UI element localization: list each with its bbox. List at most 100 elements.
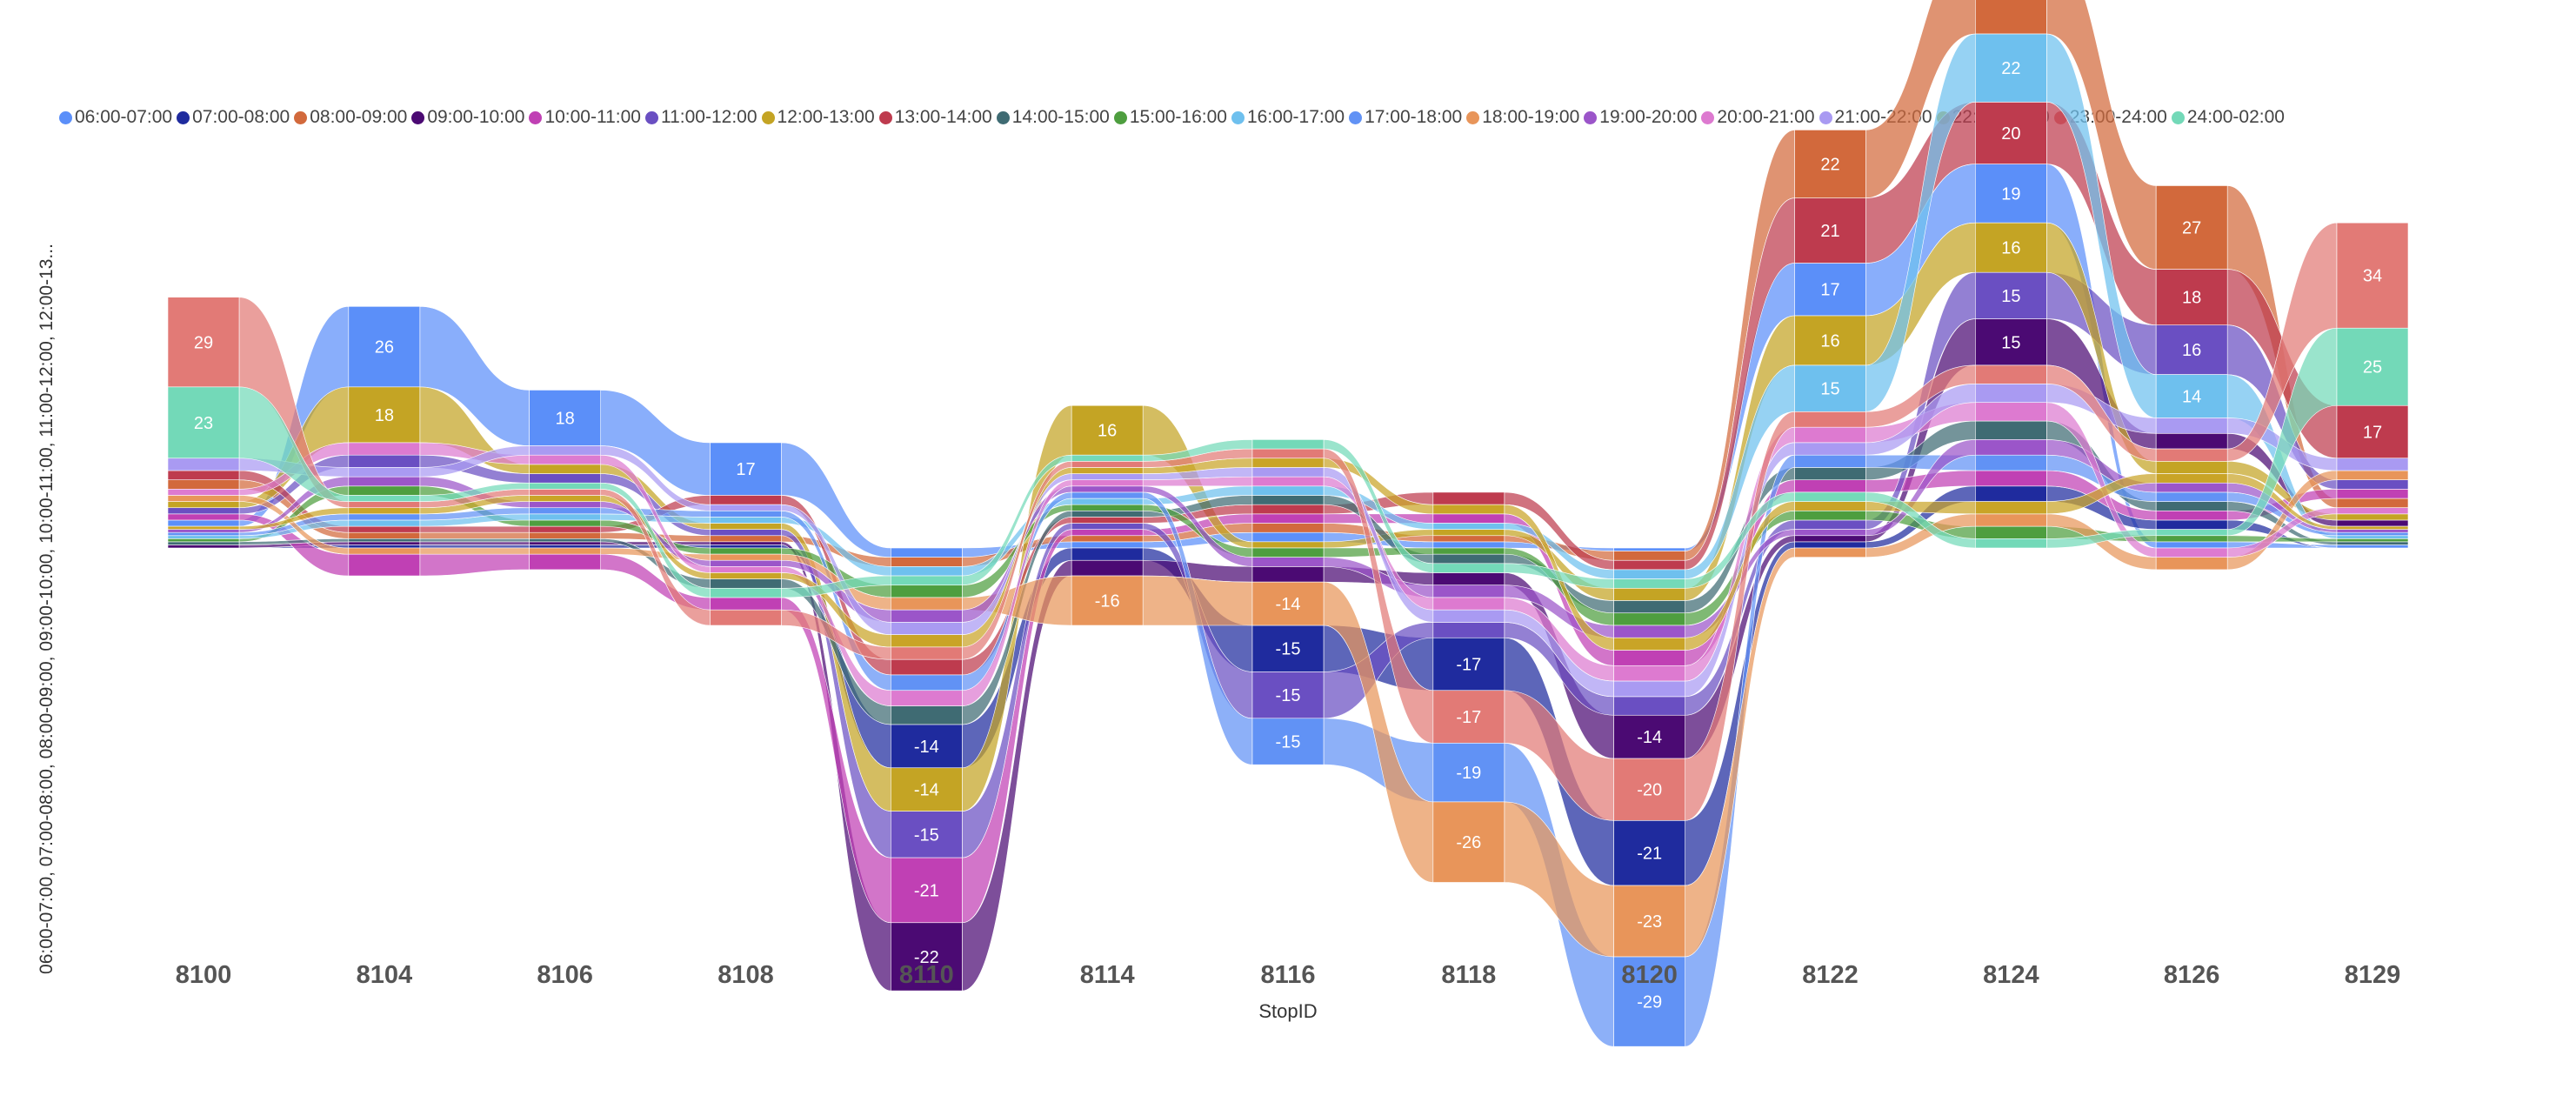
bar-8116-21:00-22:00[interactable] xyxy=(1251,467,1325,478)
bar-8106-08:00-09:00[interactable] xyxy=(529,531,601,539)
bar-8118-22:00-23:00[interactable] xyxy=(1432,504,1505,515)
bar-8118-13:00-14:00[interactable] xyxy=(1432,491,1505,505)
bar-8114-14:00-15:00[interactable] xyxy=(1071,510,1144,518)
bar-8120-17:00-18:00[interactable] xyxy=(1613,956,1685,1047)
bar-8108-20:00-21:00[interactable] xyxy=(710,566,782,573)
bar-8126-06:00-07:00[interactable] xyxy=(2155,541,2228,549)
bar-8110-09:00-10:00[interactable] xyxy=(891,922,963,992)
bar-8116-17:00-18:00[interactable] xyxy=(1251,718,1325,765)
bar-8122-12:00-13:00[interactable] xyxy=(1794,315,1866,366)
bar-8120-08:00-09:00[interactable] xyxy=(1613,551,1685,561)
bar-8108-12:00-13:00[interactable] xyxy=(710,523,782,530)
bar-8122-13:00-14:00[interactable] xyxy=(1794,197,1866,264)
bar-8120-11:00-12:00[interactable] xyxy=(1613,696,1685,716)
bar-8106-18:00-19:00[interactable] xyxy=(529,547,601,555)
bar-8100-16:00-17:00[interactable] xyxy=(167,535,240,539)
bar-8116-23:00-24:00[interactable] xyxy=(1251,448,1325,459)
legend-item[interactable]: 20:00-21:00 xyxy=(1701,107,1815,128)
bar-8116-19:00-20:00[interactable] xyxy=(1251,557,1325,567)
bar-8106-12:00-13:00[interactable] xyxy=(529,464,601,474)
bar-8114-08:00-09:00[interactable] xyxy=(1071,535,1144,543)
bar-8104-15:00-16:00[interactable] xyxy=(348,485,421,496)
bar-8100-14:00-15:00[interactable] xyxy=(167,541,240,545)
bar-8118-09:00-10:00[interactable] xyxy=(1432,572,1505,586)
bar-8129-15:00-16:00[interactable] xyxy=(2336,538,2409,543)
bar-8100-21:00-22:00[interactable] xyxy=(167,458,240,471)
bar-8108-17:00-18:00[interactable] xyxy=(710,510,782,518)
bar-8104-24:00-02:00[interactable] xyxy=(348,495,421,502)
bar-8124-16:00-17:00[interactable] xyxy=(1975,33,2047,103)
bar-8118-08:00-09:00[interactable] xyxy=(1432,535,1505,543)
legend-item[interactable]: 09:00-10:00 xyxy=(411,107,524,128)
legend-item[interactable]: 17:00-18:00 xyxy=(1349,107,1462,128)
bar-8104-07:00-08:00[interactable] xyxy=(348,544,421,549)
bar-8106-21:00-22:00[interactable] xyxy=(529,445,601,456)
bar-8106-20:00-21:00[interactable] xyxy=(529,454,601,465)
bar-8124-18:00-19:00[interactable] xyxy=(1975,513,2047,527)
bar-8114-15:00-16:00[interactable] xyxy=(1071,504,1144,511)
bar-8108-15:00-16:00[interactable] xyxy=(710,547,782,555)
bar-8126-15:00-16:00[interactable] xyxy=(2155,535,2228,543)
bar-8126-11:00-12:00[interactable] xyxy=(2155,324,2228,375)
bar-8122-20:00-21:00[interactable] xyxy=(1794,426,1866,444)
ribbon-09:00-10:00[interactable] xyxy=(419,541,530,545)
bar-8122-18:00-19:00[interactable] xyxy=(1794,547,1866,558)
bar-8114-18:00-19:00[interactable] xyxy=(1071,575,1144,626)
bar-8110-11:00-12:00[interactable] xyxy=(891,811,963,858)
bar-8106-09:00-10:00[interactable] xyxy=(529,541,601,545)
bar-8118-07:00-08:00[interactable] xyxy=(1432,637,1505,691)
bar-8129-14:00-15:00[interactable] xyxy=(2336,541,2409,545)
bar-8120-15:00-16:00[interactable] xyxy=(1613,612,1685,626)
bar-8104-06:00-07:00[interactable] xyxy=(348,306,421,388)
bar-8122-23:00-24:00[interactable] xyxy=(1794,411,1866,428)
bar-8106-24:00-02:00[interactable] xyxy=(529,482,601,490)
bar-8100-06:00-07:00[interactable] xyxy=(167,519,240,527)
bar-8104-08:00-09:00[interactable] xyxy=(348,531,421,539)
bar-8126-09:00-10:00[interactable] xyxy=(2155,432,2228,450)
bar-8110-16:00-17:00[interactable] xyxy=(891,566,963,577)
bar-8116-22:00-23:00[interactable] xyxy=(1251,458,1325,468)
bar-8104-23:00-24:00[interactable] xyxy=(348,501,421,509)
bar-8114-19:00-20:00[interactable] xyxy=(1071,485,1144,493)
bar-8110-10:00-11:00[interactable] xyxy=(891,857,963,924)
bar-8118-23:00-24:00[interactable] xyxy=(1432,690,1505,744)
bar-8100-22:00-23:00[interactable] xyxy=(167,525,240,530)
bar-8100-11:00-12:00[interactable] xyxy=(167,507,240,515)
bar-8108-07:00-08:00[interactable] xyxy=(710,544,782,549)
bar-8104-13:00-14:00[interactable] xyxy=(348,525,421,533)
bar-8104-20:00-21:00[interactable] xyxy=(348,442,421,456)
bar-8106-16:00-17:00[interactable] xyxy=(529,513,601,521)
bar-8122-11:00-12:00[interactable] xyxy=(1794,519,1866,530)
bar-8129-19:00-20:00[interactable] xyxy=(2336,529,2409,533)
bar-8116-16:00-17:00[interactable] xyxy=(1251,485,1325,496)
bar-8129-18:00-19:00[interactable] xyxy=(2336,470,2409,480)
bar-8100-19:00-20:00[interactable] xyxy=(167,529,240,533)
bar-8110-23:00-24:00[interactable] xyxy=(891,646,963,660)
bar-8124-07:00-08:00[interactable] xyxy=(1975,485,2047,502)
ribbon-18:00-19:00[interactable] xyxy=(1142,575,1253,626)
bar-8106-17:00-18:00[interactable] xyxy=(529,507,601,515)
bar-8108-22:00-23:00[interactable] xyxy=(710,572,782,579)
bar-8122-14:00-15:00[interactable] xyxy=(1794,467,1866,480)
legend-item[interactable]: 19:00-20:00 xyxy=(1584,107,1697,128)
bar-8122-06:00-07:00[interactable] xyxy=(1794,263,1866,317)
bar-8106-06:00-07:00[interactable] xyxy=(529,390,601,446)
bar-8108-19:00-20:00[interactable] xyxy=(710,559,782,567)
bar-8116-18:00-19:00[interactable] xyxy=(1251,581,1325,626)
bar-8120-18:00-19:00[interactable] xyxy=(1613,885,1685,958)
bar-8114-17:00-18:00[interactable] xyxy=(1071,491,1144,499)
bar-8116-13:00-14:00[interactable] xyxy=(1251,504,1325,515)
bar-8110-14:00-15:00[interactable] xyxy=(891,705,963,725)
bar-8118-24:00-02:00[interactable] xyxy=(1432,563,1505,573)
bar-8129-23:00-24:00[interactable] xyxy=(2336,222,2409,329)
bar-8114-11:00-12:00[interactable] xyxy=(1071,523,1144,530)
bar-8110-19:00-20:00[interactable] xyxy=(891,609,963,623)
bar-8122-08:00-09:00[interactable] xyxy=(1794,130,1866,199)
bar-8100-09:00-10:00[interactable] xyxy=(167,544,240,549)
bar-8116-07:00-08:00[interactable] xyxy=(1251,625,1325,672)
bar-8118-11:00-12:00[interactable] xyxy=(1432,622,1505,638)
bar-8110-21:00-22:00[interactable] xyxy=(891,622,963,635)
bar-8122-24:00-02:00[interactable] xyxy=(1794,491,1866,502)
bar-8114-10:00-11:00[interactable] xyxy=(1071,529,1144,537)
bar-8116-20:00-21:00[interactable] xyxy=(1251,476,1325,487)
